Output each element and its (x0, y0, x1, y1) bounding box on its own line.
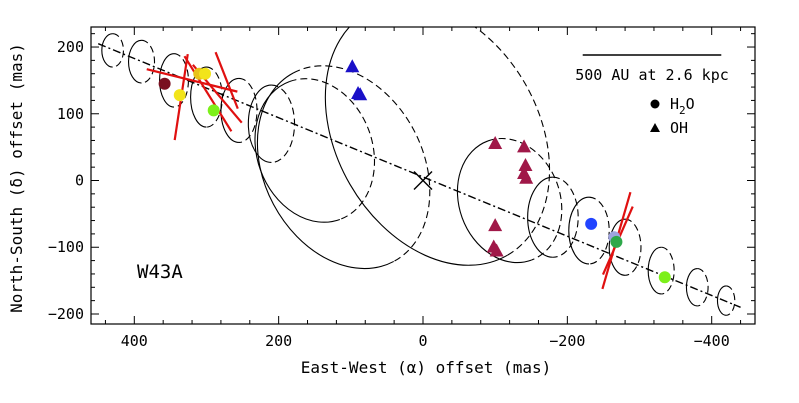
legend-h2o-sub: 2 (679, 104, 686, 117)
jet-model-ellipse (527, 176, 579, 258)
ellipse-dashed-half (112, 33, 125, 68)
x-tick-label: 200 (265, 332, 292, 350)
scale-bar-label: 500 AU at 2.6 kpc (575, 66, 729, 84)
ellipse-solid-half (568, 196, 590, 265)
axis-ticks: 400 200 0 −200 −400 200 100 0 −100 −200 (48, 27, 755, 350)
oh-maser-point (489, 243, 504, 257)
ellipse-solid-half (324, 27, 508, 266)
h2o-maser-point (207, 104, 220, 117)
ellipse-dashed-half (697, 268, 709, 307)
jet-model-ellipse (101, 33, 125, 68)
legend-circle-icon (650, 99, 660, 109)
ellipse-dashed-half (141, 39, 156, 84)
center-cross-stroke (413, 171, 433, 191)
legend-oh-label: OH (670, 119, 688, 137)
legend-h2o-end: O (686, 95, 695, 113)
ellipse-dashed-half (487, 137, 563, 261)
oh-maser-point (488, 218, 503, 232)
ellipse-dashed-half (238, 77, 258, 144)
jet-model-ellipse (324, 27, 551, 266)
ellipse-solid-half (685, 268, 698, 307)
jet-model-layer (101, 27, 736, 316)
h2o-maser-point (199, 67, 212, 80)
y-axis-label: North-South (δ) offset (mas) (7, 43, 26, 313)
ellipse-dashed-half (726, 285, 736, 316)
y-tick-label: 200 (57, 38, 84, 56)
ellipse-dashed-half (293, 65, 431, 262)
ellipse-dashed-half (289, 78, 376, 220)
ellipse-solid-half (716, 285, 727, 316)
ellipse-solid-half (127, 39, 142, 84)
ellipse-dashed-half (367, 27, 551, 256)
jet-model-ellipse (647, 246, 675, 295)
jet-model-ellipse (257, 65, 431, 269)
ellipse-dashed-half (661, 246, 675, 295)
ellipse-solid-half (159, 53, 175, 108)
y-tick-label: −100 (48, 238, 84, 256)
ellipse-solid-half (647, 246, 662, 295)
jet-model-ellipse (716, 285, 736, 316)
oh-maser-point (345, 59, 360, 73)
x-tick-label: 0 (418, 332, 427, 350)
ellipse-solid-half (247, 84, 272, 164)
ellipse-solid-half (456, 140, 532, 264)
jet-model-ellipse (608, 218, 642, 276)
ellipse-dashed-half (588, 196, 610, 265)
jet-model-ellipse (127, 39, 156, 84)
h2o-maser-point (585, 217, 598, 230)
ellipse-solid-half (608, 218, 626, 276)
x-tick-label: −400 (694, 332, 730, 350)
ellipse-solid-half (527, 176, 553, 258)
panel-label: W43A (137, 261, 183, 283)
y-tick-label: 100 (57, 105, 84, 123)
jet-model-ellipse (220, 77, 258, 144)
x-tick-label: −200 (549, 332, 585, 350)
ellipse-dashed-half (271, 84, 296, 164)
h2o-maser-point (173, 89, 186, 102)
legend-h2o-label: H2O (670, 95, 695, 117)
oh-maser-point (519, 170, 534, 184)
polarization-vector (146, 68, 238, 93)
oh-maser-point (517, 139, 532, 153)
oh-maser-point (353, 87, 368, 101)
legend-triangle-icon (650, 123, 660, 132)
h2o-maser-point (158, 77, 171, 90)
polarization-vector (214, 51, 239, 110)
ellipse-dashed-half (625, 218, 642, 276)
oh-maser-point (518, 158, 533, 172)
ellipse-dashed-half (552, 176, 579, 258)
legend-h2o-main: H (670, 95, 679, 113)
h2o-maser-point (610, 235, 623, 248)
polarization-layer (146, 51, 634, 290)
y-tick-label: 0 (75, 172, 84, 190)
x-tick-label: 400 (121, 332, 148, 350)
polarization-vector (183, 55, 233, 132)
jet-model-ellipse (456, 137, 563, 264)
ellipse-solid-half (257, 72, 394, 269)
oh-maser-point (488, 135, 503, 149)
ellipse-solid-half (220, 77, 239, 144)
h2o-maser-point (658, 271, 671, 284)
jet-model-ellipse (568, 196, 610, 265)
maser-markers-layer (158, 59, 671, 284)
y-tick-label: −200 (48, 305, 84, 323)
jet-model-ellipse (685, 268, 709, 307)
ellipse-solid-half (101, 33, 113, 68)
legend: H2O OH (650, 95, 695, 137)
x-axis-label: East-West (α) offset (mas) (301, 358, 551, 377)
